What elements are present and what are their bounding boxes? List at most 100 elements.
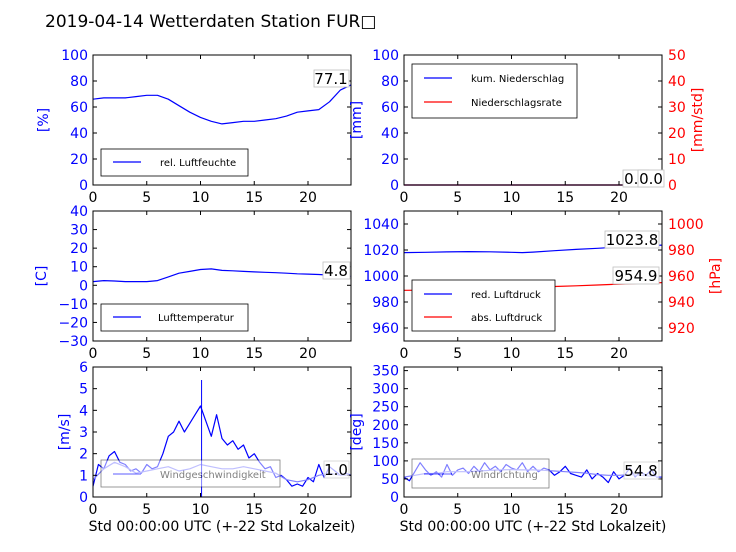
y-tick-label: 60 [70,100,88,116]
x-tick-label: 15 [556,190,574,206]
y-tick-label: 1000 [363,269,399,285]
y-tick-label: 100 [61,48,88,64]
x-tick-label: 15 [245,190,263,206]
precipitation-legend: kum. Niederschlag Niederschlagsrate [411,63,578,119]
x-tick-label: 0 [400,190,409,206]
x-tick-label: 0 [89,190,98,206]
humidity-value-label: 77.1 [313,69,350,88]
y-tick-label: 20 [70,152,88,168]
value-label-text: 54.8 [624,462,657,480]
precipitation-y2label: [mm/std] [690,88,706,153]
y-tick-label: 10 [70,260,88,276]
x-tick-label: 5 [453,190,462,206]
y-tick-label: 4 [79,403,88,419]
y2-tick-label: 920 [668,321,695,337]
legend-label-humidity: rel. Luftfeuchte [160,158,236,169]
x-tick-label: 10 [503,346,521,362]
windspeed-legend: Windgeschwindigkeit [100,459,281,488]
y-tick-label: 2 [79,447,88,463]
humidity-yticks: 0 20 40 60 80 100 [61,48,351,194]
pressure-legend: red. Luftdruck abs. Luftdruck [411,279,556,332]
precipitation-y2ticks: 0 10 20 30 40 50 [658,48,686,194]
temperature-value-label: 4.8 [322,261,351,280]
y-tick-label: 20 [381,152,399,168]
legend-label-reduced: red. Luftdruck [471,290,541,301]
y-tick-label: 150 [372,436,399,452]
y-tick-label: 30 [70,223,88,239]
humidity-ylabel: [%] [36,108,52,132]
y-tick-label: 0 [390,178,399,194]
y-tick-label: 1 [79,468,88,484]
temperature-lines [92,268,352,283]
y-tick-label: 980 [372,295,399,311]
value-label-box [313,69,350,88]
legend-box [411,279,556,332]
y-tick-label: 80 [70,74,88,90]
x-tick-label: 10 [192,190,210,206]
pressure-y2ticks: 920 940 960 980 1000 [658,217,704,337]
y-tick-label: 250 [372,400,399,416]
y2-tick-label: 50 [668,48,686,64]
plot-frame [403,54,663,186]
x-tick-label: 0 [89,502,98,518]
precipitation-panel: 0 5 10 15 20 0 20 40 60 80 100 0 10 20 30 40 50 [mm] [… [349,48,706,206]
value-label-text: 77.1 [314,70,347,88]
winddirection-ylabel: [deg] [349,413,365,450]
y-tick-label: 20 [70,241,88,257]
temperature-ylabel: [C] [34,266,50,287]
value-label-box [322,261,351,280]
y-tick-label: 0 [390,490,399,506]
temperature-xticks: 0 5 10 15 20 [89,211,317,362]
precipitation-yticks: 0 20 40 60 80 100 [372,48,408,194]
legend-box [411,63,578,119]
x-tick-label: 15 [556,502,574,518]
y-tick-label: −20 [58,315,88,331]
winddirection-legend: Windrichtung [411,458,550,489]
legend-label-rate: Niederschlagsrate [471,98,562,109]
pressure-value-labels: 1023.8 954.9 [604,230,660,285]
y-tick-label: 3 [79,425,88,441]
x-tick-label: 20 [610,346,628,362]
y2-tick-label: 30 [668,100,686,116]
y2-tick-label: 980 [668,243,695,259]
windspeed-xlabel: Std 00:00:00 UTC (+-22 Std Lokalzeit) [89,519,356,535]
winddirection-xlabel: Std 00:00:00 UTC (+-22 Std Lokalzeit) [400,519,667,535]
precipitation-value-labels: 0.0 0.0 [622,169,665,188]
x-tick-label: 5 [453,346,462,362]
x-tick-label: 20 [610,502,628,518]
x-tick-label: 10 [192,502,210,518]
windspeed-ylabel: [m/s] [57,414,73,451]
pressure-xticks: 0 5 10 15 20 [400,211,628,362]
y-tick-label: 960 [372,321,399,337]
legend-label-windspeed: Windgeschwindigkeit [160,470,266,481]
precipitation-ylabel: [mm] [349,101,365,139]
y-tick-label: 0 [79,490,88,506]
value-label-box [604,230,660,249]
value-label-text: 1.0 [324,461,348,479]
value-label-text: 1023.8 [606,231,659,249]
windspeed-yticks: 0 1 2 3 4 5 6 [79,360,351,506]
x-tick-label: 0 [89,346,98,362]
y2-tick-label: 20 [668,126,686,142]
windspeed-xticks: 0 5 10 15 20 [89,367,317,518]
humidity-xticks: 0 5 10 15 20 [89,55,317,206]
y-tick-label: 6 [79,360,88,376]
temperature-yticks: −30 −20 −10 0 10 20 30 40 [58,204,351,350]
y-tick-label: 0 [79,178,88,194]
y-tick-label: 1040 [363,217,399,233]
x-tick-label: 5 [142,502,151,518]
value-label-box-2 [637,169,665,188]
y2-tick-label: 40 [668,74,686,90]
x-tick-label: 10 [503,502,521,518]
x-tick-label: 15 [556,346,574,362]
x-tick-label: 0 [400,502,409,518]
value-label-text-2: 954.9 [615,267,658,285]
y2-tick-label: 10 [668,152,686,168]
x-tick-label: 5 [453,502,462,518]
value-label-box-2 [612,266,660,285]
winddirection-xticks: 0 5 10 15 20 [400,367,628,518]
humidity-legend: rel. Luftfeuchte [100,148,249,177]
y-tick-label: 100 [372,48,399,64]
